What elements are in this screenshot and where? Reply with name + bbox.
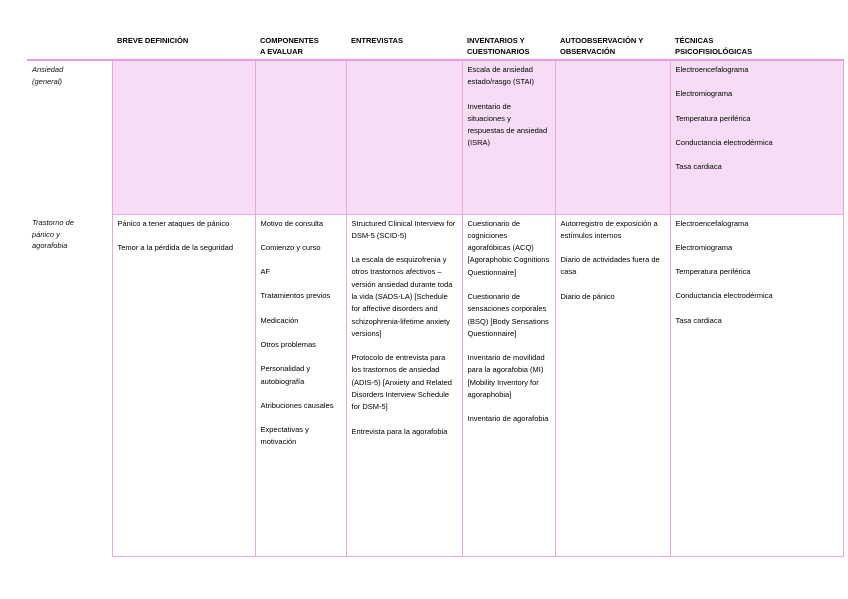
column-header-tecnicas-psicofisiologicas: TÉCNICAS PSICOFISIOLÓGICAS [670, 33, 843, 61]
cell-paragraph: Temor a la pérdida de la seguridad [117, 242, 234, 252]
column-header-componentes-a-evaluar: COMPONENTES A EVALUAR [255, 33, 346, 61]
cell-paragraph: Diario de pánico [560, 291, 615, 301]
cell-paragraph: Inventario de situaciones y respuestas d… [467, 101, 548, 148]
cell-componentes: Motivo de consulta Comienzo y curso AF Trat… [254, 213, 347, 557]
cell-paragraph: Conductancia electrodérmica [675, 291, 773, 301]
cell-paragraph: Cuestionario de sensaciones corporales (… [467, 291, 549, 338]
cell-paragraph: Comienzo y curso [260, 242, 321, 252]
cell-autoobservacion [554, 59, 671, 215]
cell-paragraph: Cuestionario de cogniciones agorafóbicas… [467, 218, 550, 277]
cell-paragraph: Inventario de movilidad para la agorafob… [467, 353, 545, 400]
cell-paragraph: Electroencefalograma [675, 65, 749, 74]
cell-componentes [254, 59, 347, 215]
cell-paragraph: Inventario de agorafobia [467, 414, 549, 424]
cell-inventarios: Escala de ansiedad estado/rasgo (STAI) In… [461, 59, 556, 215]
cell-paragraph: Medicación [260, 315, 299, 325]
cell-paragraph: Temperatura periférica [675, 267, 751, 277]
row-label-trastorno-panico-agorafobia: Trastorno de pánico y agorafobia [32, 218, 74, 250]
column-header-entrevistas: ENTREVISTAS [346, 33, 462, 61]
cell-autoobservacion: Autorregistro de exposición a estímulos … [554, 213, 671, 557]
cell-paragraph: Pánico a tener ataques de pánico [117, 218, 230, 228]
cell-paragraph: Otros problemas [260, 339, 316, 349]
table-row-ansiedad-general: Ansiedad (general) Escala de ansiedad es… [27, 59, 844, 215]
cell-entrevistas: Structured Clinical Interview for DSM-5 … [345, 213, 463, 557]
cell-paragraph: Autorregistro de exposición a estímulos … [560, 218, 658, 240]
cell-paragraph: Tratamientos previos [260, 291, 331, 301]
assessment-table: BREVE DEFINICIÓN COMPONENTES A EVALUAR E… [27, 33, 844, 557]
cell-entrevistas [345, 59, 463, 215]
cell-breve-definicion: Pánico a tener ataques de pánico Temor a … [111, 213, 256, 557]
cell-paragraph: Electroencefalograma [675, 218, 749, 228]
cell-paragraph: Personalidad y autobiografía [260, 364, 311, 386]
cell-breve-definicion [111, 59, 256, 215]
column-header-empty [27, 33, 112, 61]
cell-inventarios: Cuestionario de cogniciones agorafóbicas… [461, 213, 556, 557]
row-label-ansiedad-general: Ansiedad (general) [32, 65, 64, 86]
cell-paragraph: AF [260, 267, 271, 277]
cell-paragraph: Electromiograma [675, 89, 733, 99]
cell-paragraph: Diario de actividades fuera de casa [560, 255, 660, 277]
column-header-autoobservacion-y-observacion: AUTOOBSERVACIÓN Y OBSERVACIÓN [555, 33, 670, 61]
cell-paragraph: Conductancia electrodérmica [675, 137, 773, 147]
table-row-trastorno-panico-agorafobia: Trastorno de pánico y agorafobia Pánico … [27, 213, 844, 557]
cell-paragraph: Tasa cardiaca [675, 162, 722, 172]
cell-paragraph: Temperatura periférica [675, 113, 751, 123]
column-header-breve-definicion: BREVE DEFINICIÓN [112, 33, 255, 61]
cell-tecnicas: Electroencefalograma Electromiograma Tempe… [669, 213, 844, 557]
cell-paragraph: La escala de esquizofrenia y otros trast… [351, 255, 453, 338]
cell-paragraph: Escala de ansiedad estado/rasgo (STAI) [467, 65, 535, 87]
column-header-inventarios-y-cuestionarios: INVENTARIOS Y CUESTIONARIOS [462, 33, 555, 61]
cell-paragraph: Electromiograma [675, 242, 733, 252]
cell-paragraph: Motivo de consulta [260, 218, 324, 228]
cell-paragraph: Entrevista para la agorafobia [351, 426, 448, 436]
table-header-row: BREVE DEFINICIÓN COMPONENTES A EVALUAR E… [27, 33, 843, 61]
cell-paragraph: Structured Clinical Interview for DSM-5 … [351, 218, 456, 240]
cell-paragraph: Protocolo de entrevista para los trastor… [351, 353, 452, 412]
cell-paragraph: Tasa cardiaca [675, 315, 722, 325]
cell-paragraph: Expectativas y motivación [260, 425, 309, 447]
cell-tecnicas: Electroencefalograma Electromiograma Tempe… [669, 59, 844, 215]
cell-paragraph: Atribuciones causales [260, 400, 334, 410]
